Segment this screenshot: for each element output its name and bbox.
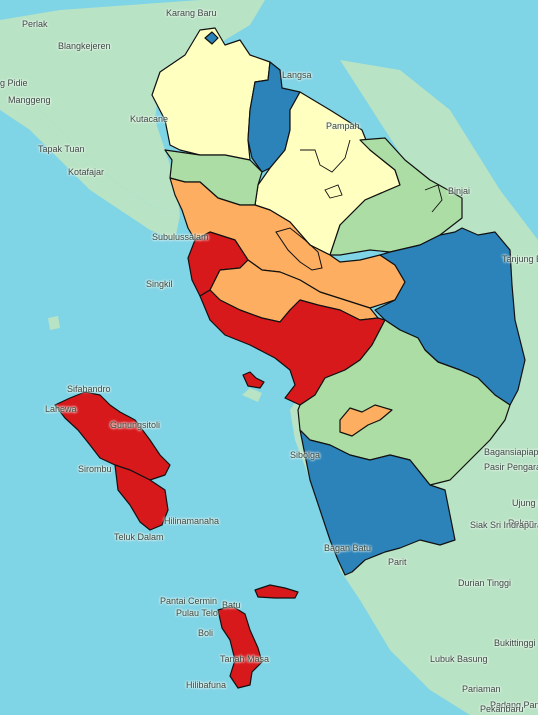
place-label: Langsa (282, 70, 312, 80)
place-label: Durian Tinggi (458, 578, 512, 588)
place-label: Kutacane (130, 114, 169, 124)
region-islet-north[interactable] (204, 31, 219, 45)
land-bay (242, 388, 262, 402)
place-label: Subulussalam (152, 232, 209, 242)
place-label: Tanjung Balai (502, 254, 538, 264)
place-label: Pasir Pengaraian (484, 462, 538, 472)
place-label: Lahewa (45, 404, 77, 414)
place-label: Pampah (326, 121, 360, 131)
place-label: Gunungsitoli (110, 420, 161, 430)
land-banyak-isl (48, 316, 60, 330)
place-label: Pulau Telo (176, 608, 218, 618)
place-label: Boli (198, 628, 214, 638)
place-label: Blangkejeren (58, 41, 111, 51)
lake-toba (275, 227, 323, 271)
river-line-1 (300, 139, 351, 173)
place-label: Pariaman (462, 684, 501, 694)
place-label: Rokan (508, 518, 535, 528)
place-label: Pantai Cermin (160, 596, 218, 606)
place-label: Tapak Tuan (38, 144, 85, 154)
place-label: Sibolga (290, 450, 321, 460)
place-label: Hilinamanaha (164, 516, 220, 526)
place-label: Kotafajar (68, 167, 105, 177)
region-langkat[interactable] (151, 27, 271, 161)
place-label: Ujung Batu (512, 498, 538, 508)
place-label: Lubuk Basung (430, 654, 488, 664)
region-batu-1[interactable] (254, 584, 299, 599)
region-batu-2[interactable] (217, 605, 263, 689)
place-label: Sifahandro (67, 384, 111, 394)
place-label: Karang Baru (166, 8, 217, 18)
region-nias-north[interactable] (54, 391, 171, 481)
land-aceh-coast (0, 80, 180, 240)
place-label: g Pidie (0, 78, 28, 88)
place-label: Hilibafuna (186, 680, 227, 690)
place-label: Sirombu (78, 464, 112, 474)
place-label: Pekanbaru (480, 704, 524, 714)
place-label: Manggeng (8, 95, 51, 105)
place-label: Bagansiapiapi (484, 447, 538, 457)
region-mandailing[interactable] (299, 429, 456, 576)
place-label: Tanah Masa (220, 654, 270, 664)
region-nias-south[interactable] (114, 464, 169, 531)
river-line-3 (424, 184, 443, 213)
place-label: Parit (388, 557, 407, 567)
place-label: Binjai (448, 186, 471, 196)
region-islet-sibolga[interactable] (242, 371, 265, 389)
place-label: Bagan Batu (324, 543, 372, 553)
place-label: Teluk Dalam (114, 532, 164, 542)
river-line-2 (324, 184, 343, 199)
place-label: Batu (222, 600, 241, 610)
region-psp[interactable] (339, 404, 393, 437)
place-label: Perlak (22, 19, 48, 29)
place-label: Siak Sri Indrapura (470, 520, 538, 530)
place-label: Padang Panjang (490, 700, 538, 710)
place-label: Singkil (146, 279, 173, 289)
place-label: Bukittinggi (494, 638, 536, 648)
